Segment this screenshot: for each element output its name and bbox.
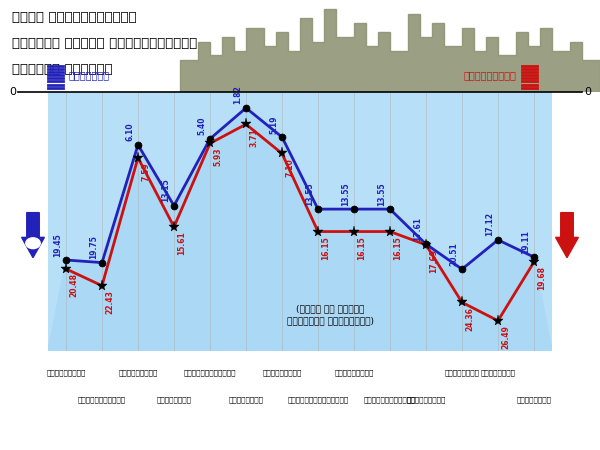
- Text: అందోళన కరంగా భూగర్భజలాలు: అందోళన కరంగా భూగర్భజలాలు: [12, 37, 197, 50]
- Text: 17.61: 17.61: [413, 217, 422, 241]
- Text: 24.36: 24.36: [466, 306, 475, 331]
- Text: 5.19: 5.19: [269, 115, 278, 134]
- Text: 5.40: 5.40: [197, 117, 206, 135]
- Text: శంషాబాద్: శంషాబాద్: [517, 396, 551, 403]
- Text: 7.10: 7.10: [286, 158, 295, 176]
- Text: జూన్ చివరినాటికి: జూన్ చివరినాటికి: [12, 11, 137, 24]
- Text: 0: 0: [584, 87, 591, 97]
- Text: 17.12: 17.12: [485, 212, 494, 236]
- Text: 3.71: 3.71: [250, 129, 259, 147]
- Text: సరూర్నగర్: సరూర్నగర్: [406, 396, 446, 403]
- Text: ప్రస్తుతం: ప్రస్తుతం: [463, 70, 516, 80]
- Text: 13.15: 13.15: [161, 179, 170, 202]
- Text: అసిఫ్నగర్: అసిఫ్నగర్: [118, 369, 158, 376]
- Text: 13.55: 13.55: [377, 182, 386, 206]
- Text: మారేడ్పల్లి: మారేడ్పల్లి: [78, 396, 126, 403]
- Text: గతేడాది: గతేడాది: [69, 70, 110, 80]
- Text: 22.43: 22.43: [106, 290, 115, 314]
- Text: నాంపల్లి: నాంపల్లి: [229, 396, 263, 403]
- Text: 20.51: 20.51: [449, 242, 458, 266]
- Text: 0: 0: [9, 87, 16, 97]
- Text: 5.93: 5.93: [214, 148, 223, 166]
- Text: 26.49: 26.49: [502, 325, 511, 349]
- Text: 19.11: 19.11: [521, 230, 530, 254]
- Text: 19.68: 19.68: [538, 266, 547, 290]
- Text: శేరిలింగంపల్లి: శేరిలింగంపల్లి: [287, 396, 349, 403]
- Text: గాండీపేట్: గాండీపేట్: [334, 369, 374, 376]
- Text: బంద్రగుడ: బంద్రగుడ: [157, 396, 191, 403]
- Text: అమీర్పేట్: అమీర్పేట్: [46, 369, 86, 376]
- Text: 16.15: 16.15: [394, 236, 403, 260]
- Text: మండలాల వారీగా: మండలాల వారీగా: [12, 63, 113, 76]
- Text: 1.82: 1.82: [233, 86, 242, 104]
- Text: 16.15: 16.15: [322, 236, 331, 260]
- Text: 13.55: 13.55: [305, 182, 314, 206]
- Text: హుమాయూన్నగర్: హుమాయూన్నగర్: [184, 369, 236, 376]
- Polygon shape: [48, 108, 552, 351]
- Text: 15.61: 15.61: [178, 231, 187, 255]
- Text: రాజేంద్రనగర్: రాజేంద్రనగర్: [364, 396, 416, 403]
- Text: (భూమి పై నుంచి
లోతునకు మీటర్లలో): (భూమి పై నుంచి లోతునకు మీటర్లలో): [287, 304, 374, 325]
- Text: హైదరాబాద్: హైదరాబాద్: [262, 369, 302, 376]
- Text: 7.59: 7.59: [142, 162, 151, 180]
- Text: 20.48: 20.48: [70, 273, 79, 297]
- Text: 19.75: 19.75: [89, 235, 98, 259]
- Text: 16.15: 16.15: [358, 236, 367, 260]
- Text: 6.10: 6.10: [125, 123, 134, 141]
- Text: 19.45: 19.45: [53, 233, 62, 256]
- Text: బాలాపూర్: బాలాపూర్: [445, 369, 479, 376]
- Text: 17.69: 17.69: [430, 249, 439, 273]
- Text: 13.55: 13.55: [341, 182, 350, 206]
- Text: హయత్నగర్: హయత్నగర్: [481, 369, 515, 376]
- Polygon shape: [180, 9, 600, 92]
